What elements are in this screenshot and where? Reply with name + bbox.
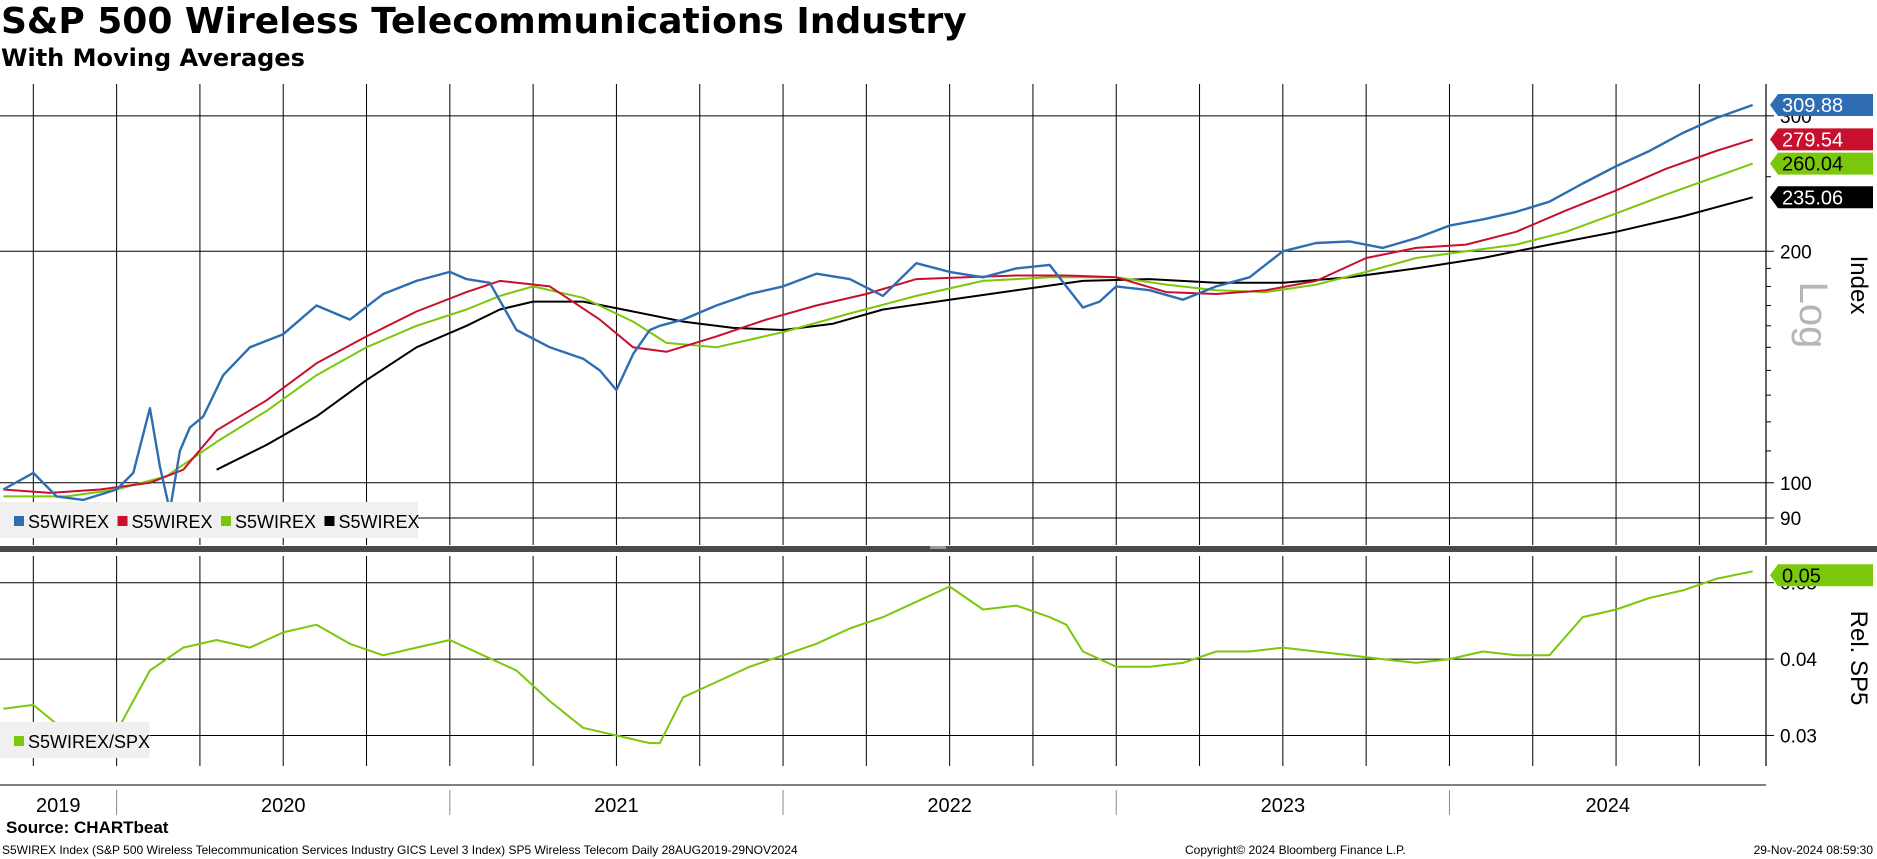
y-tick-label: 200 [1780, 242, 1812, 263]
footer-description: S5WIREX Index (S&P 500 Wireless Telecomm… [2, 843, 798, 857]
y-tick-label: 0.04 [1780, 650, 1817, 671]
series-line-price [2, 103, 1754, 512]
legend-top-swatch [324, 516, 335, 526]
chart-labels: 901002003000.030.040.0520192020202120222… [0, 94, 1873, 817]
last-value-ma_black-value: 235.06 [1782, 187, 1843, 209]
legend-top-label: S5WIREX [132, 512, 213, 532]
chart-axes [0, 84, 1877, 815]
legend-top-swatch [14, 516, 24, 526]
last-value-ma_green-tag [1770, 152, 1873, 175]
series-line-ma_red [3, 138, 1754, 494]
chart-grid [0, 84, 1766, 766]
last-value-ma_black-tag [1770, 186, 1873, 209]
legend-top-box [0, 502, 418, 538]
last-value-ma_red-tag [1770, 128, 1873, 151]
x-tick-label: 2023 [1261, 795, 1306, 817]
last-value-relative-tag [1770, 564, 1873, 587]
panel-splitter-handle [930, 546, 946, 549]
x-tick-label: 2020 [261, 795, 306, 817]
bottom-panel-plot [3, 570, 1753, 745]
legend-top-label: S5WIREX [339, 512, 420, 532]
last-value-price-value: 309.88 [1782, 95, 1843, 117]
last-value-ma_green-value: 260.04 [1782, 154, 1843, 176]
chart-title: S&P 500 Wireless Telecommunications Indu… [1, 1, 967, 42]
source-label: Source: CHARTbeat [6, 818, 169, 837]
last-value-relative-value: 0.05 [1782, 565, 1821, 587]
y-tick-label: 90 [1780, 509, 1801, 530]
y-axis-title-top: Index [1845, 256, 1872, 315]
log-scale-watermark: Log [1791, 282, 1835, 349]
x-tick-label: 2021 [594, 795, 639, 817]
x-tick-label: 2024 [1585, 795, 1630, 817]
series-line-ma_green [3, 162, 1754, 498]
legend-top-swatch [117, 516, 128, 526]
legend-bottom-swatch [14, 736, 24, 746]
x-tick-label: 2019 [36, 795, 81, 817]
y-tick-label: 100 [1780, 474, 1812, 495]
y-axis-title-bottom: Rel. SP5 [1845, 611, 1872, 706]
series-line-relative [3, 570, 1753, 745]
y-tick-label: 0.03 [1780, 726, 1817, 747]
top-panel-plot [2, 103, 1754, 512]
footer-copyright: Copyright© 2024 Bloomberg Finance L.P. [1185, 843, 1406, 857]
last-value-price-tag [1770, 94, 1873, 117]
legend-top-swatch [221, 516, 231, 526]
last-value-ma_red-value: 279.54 [1782, 129, 1843, 151]
chart-subtitle: With Moving Averages [1, 44, 305, 72]
x-tick-label: 2022 [927, 795, 972, 817]
legend-bottom-label: S5WIREX/SPX [28, 732, 150, 752]
footer-timestamp: 29-Nov-2024 08:59:30 [1753, 843, 1873, 857]
legend-bottom-box [0, 722, 150, 758]
series-line-ma_black [216, 196, 1753, 471]
legend-top-label: S5WIREX [235, 512, 316, 532]
legend-top-label: S5WIREX [28, 512, 109, 532]
